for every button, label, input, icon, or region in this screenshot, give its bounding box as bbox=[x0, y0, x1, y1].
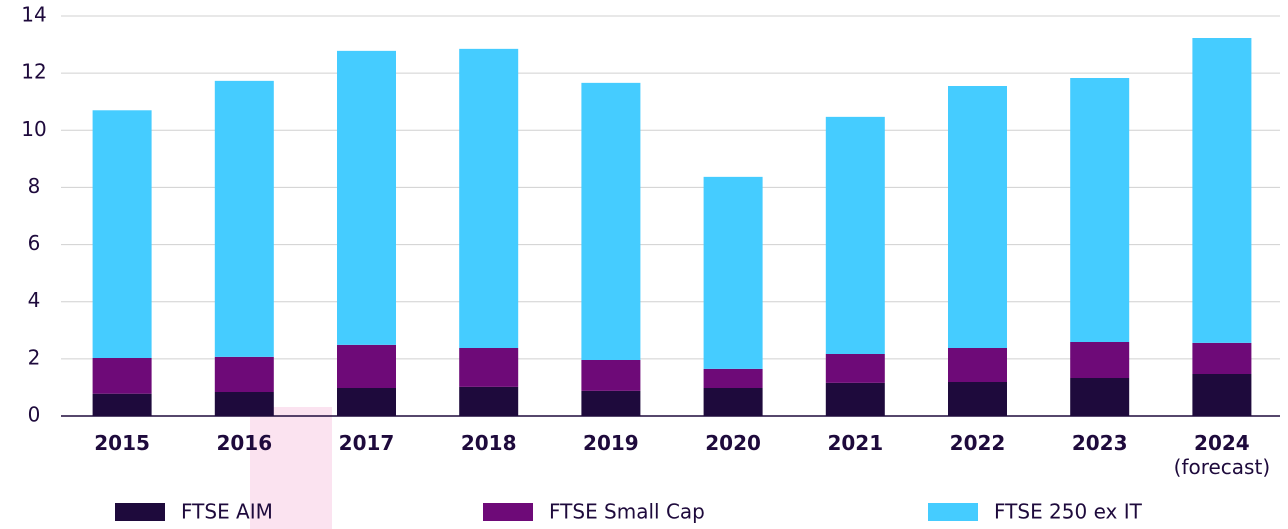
bar-segment bbox=[214, 80, 274, 357]
y-tick-label: 14 bbox=[21, 3, 46, 27]
x-tick-label: 2016 bbox=[216, 431, 273, 455]
legend-label: FTSE AIM bbox=[181, 500, 273, 524]
y-tick-label: 0 bbox=[28, 403, 41, 427]
bar-segment bbox=[948, 348, 1007, 382]
legend-swatch bbox=[928, 503, 978, 521]
bar-segment bbox=[948, 382, 1007, 416]
y-tick-label: 4 bbox=[28, 288, 41, 312]
bar-segment bbox=[948, 86, 1007, 348]
bar-segment bbox=[1070, 342, 1130, 378]
x-tick-label: 2021 bbox=[827, 431, 884, 455]
x-tick-label: 2023 bbox=[1071, 431, 1128, 455]
bar-segment bbox=[1192, 374, 1252, 416]
bar-segment bbox=[92, 110, 152, 359]
bar-segment bbox=[581, 360, 641, 391]
bar-segment bbox=[703, 368, 763, 388]
bar-segment bbox=[1192, 38, 1252, 343]
legend-swatch bbox=[483, 503, 533, 521]
bar-segment bbox=[1070, 378, 1130, 416]
bar-segment bbox=[581, 82, 641, 360]
bar-segment bbox=[337, 344, 396, 388]
bar-segment bbox=[703, 388, 763, 416]
bar-segment bbox=[825, 116, 885, 354]
bar-segment bbox=[459, 348, 519, 387]
bar-segment bbox=[1070, 78, 1130, 342]
x-tick-label: 2018 bbox=[460, 431, 517, 455]
bar-segment bbox=[214, 392, 274, 416]
x-tick-label: 2024 (forecast) bbox=[1173, 431, 1271, 479]
x-tick-label: 2015 bbox=[94, 431, 150, 455]
x-tick-label: 2019 bbox=[583, 431, 639, 455]
bar-segment bbox=[825, 382, 885, 416]
bar-segment bbox=[1192, 342, 1252, 374]
legend-label: FTSE 250 ex IT bbox=[994, 500, 1143, 524]
highlight bbox=[250, 407, 332, 529]
y-tick-label: 12 bbox=[21, 60, 46, 84]
bar-segment bbox=[337, 388, 396, 416]
bar-segment bbox=[825, 354, 885, 383]
x-tick-label: 2020 bbox=[705, 431, 761, 455]
x-tick-label: 2017 bbox=[338, 431, 395, 455]
legend-label: FTSE Small Cap bbox=[549, 500, 705, 524]
legend-swatch bbox=[115, 503, 165, 521]
bar-segment bbox=[92, 358, 152, 394]
bar-segment bbox=[337, 50, 396, 345]
y-tick-label: 6 bbox=[28, 231, 41, 255]
bar-segment bbox=[459, 48, 519, 348]
bar-segment bbox=[459, 386, 519, 416]
bar-segment bbox=[92, 393, 152, 416]
bar-segment bbox=[214, 356, 274, 392]
bar-segment bbox=[703, 176, 763, 369]
x-tick-label: 2022 bbox=[949, 431, 1006, 455]
y-tick-label: 8 bbox=[28, 174, 41, 198]
y-tick-label: 2 bbox=[28, 345, 41, 369]
y-tick-label: 10 bbox=[21, 117, 46, 141]
bar-segment bbox=[581, 390, 641, 416]
